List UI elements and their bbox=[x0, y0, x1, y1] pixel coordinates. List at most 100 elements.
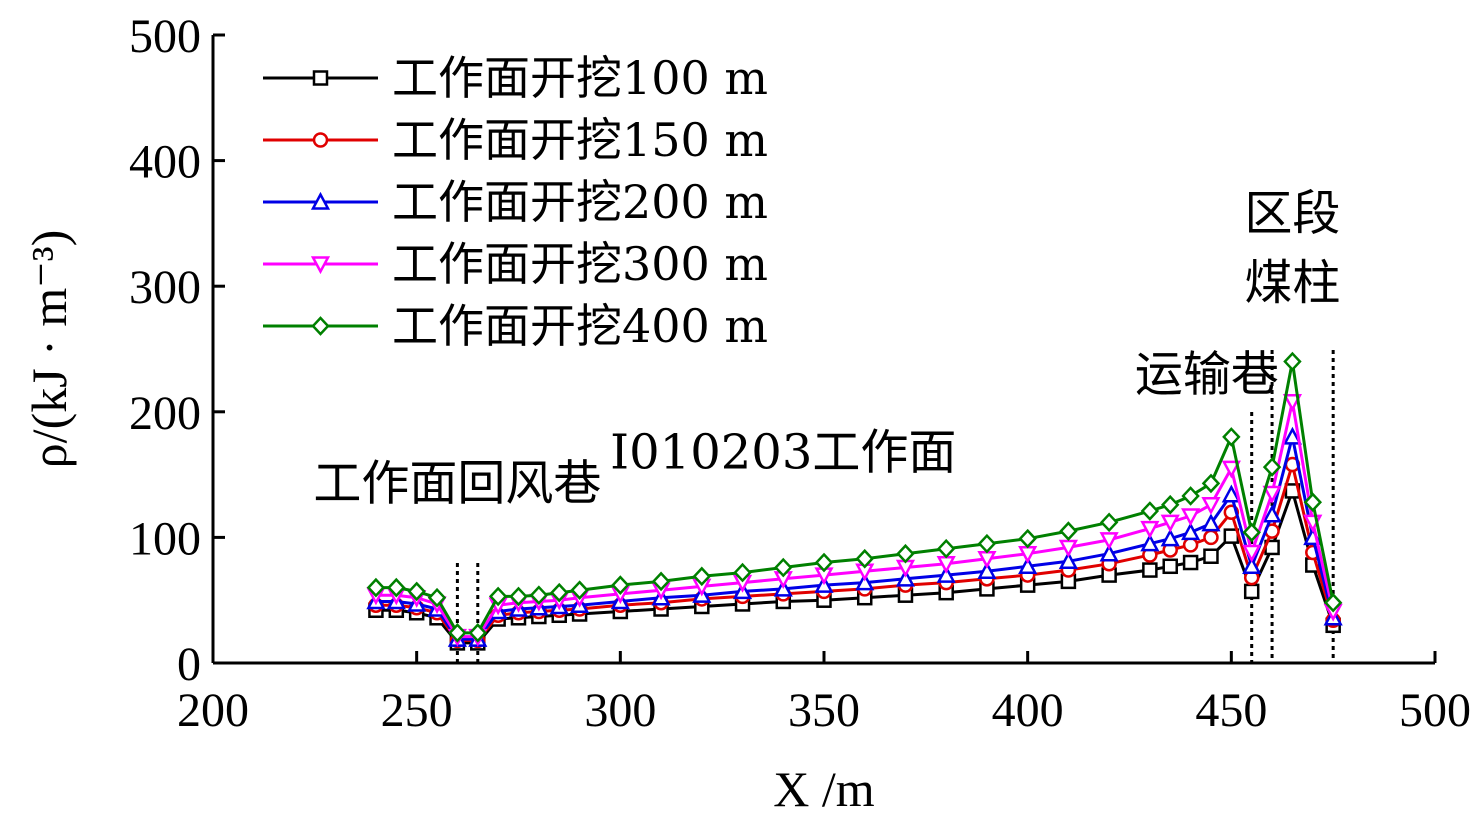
data-point bbox=[1099, 532, 1119, 551]
data-point bbox=[1099, 543, 1119, 562]
data-point bbox=[1099, 512, 1119, 533]
x-tick-label: 200 bbox=[177, 684, 249, 737]
annotation-label: I010203工作面 bbox=[610, 424, 956, 480]
data-point bbox=[977, 533, 997, 554]
legend-label: 工作面开挖200 m bbox=[392, 175, 768, 229]
data-point bbox=[936, 538, 956, 559]
x-tick-label: 300 bbox=[584, 684, 656, 737]
data-point bbox=[895, 568, 916, 587]
data-point bbox=[550, 582, 569, 603]
data-point bbox=[1162, 558, 1178, 575]
data-point bbox=[1222, 427, 1241, 447]
data-point bbox=[1243, 583, 1260, 600]
data-point bbox=[387, 577, 406, 598]
data-point bbox=[774, 557, 793, 578]
data-point bbox=[509, 586, 528, 607]
data-point bbox=[1203, 529, 1219, 546]
data-point bbox=[1203, 548, 1219, 564]
data-point bbox=[1181, 522, 1201, 541]
x-tick-label: 450 bbox=[1195, 684, 1267, 737]
data-point bbox=[1242, 556, 1262, 575]
data-point bbox=[611, 575, 630, 595]
data-point bbox=[896, 543, 915, 564]
y-tick-label: 200 bbox=[129, 387, 201, 440]
data-point bbox=[814, 552, 834, 573]
data-point bbox=[1018, 556, 1038, 575]
x-tick-label: 350 bbox=[788, 684, 860, 737]
data-point bbox=[570, 580, 589, 600]
data-point bbox=[1140, 533, 1160, 552]
data-point bbox=[1142, 562, 1158, 578]
data-point bbox=[855, 548, 874, 569]
data-point bbox=[1221, 460, 1241, 479]
legend-label: 工作面开挖400 m bbox=[392, 299, 768, 353]
legend-item: 工作面开挖300 m bbox=[263, 237, 768, 291]
x-tick-label: 500 bbox=[1399, 684, 1471, 737]
y-tick-label: 500 bbox=[129, 10, 201, 63]
data-point bbox=[1058, 551, 1078, 570]
annotation-label: 工作面回风巷 bbox=[313, 456, 601, 512]
data-point bbox=[427, 587, 447, 608]
data-point bbox=[1201, 513, 1221, 532]
annotation-label: 区段 bbox=[1244, 186, 1340, 242]
annotation-label: 煤柱 bbox=[1244, 255, 1340, 311]
legend-marker bbox=[311, 316, 330, 336]
legend-marker bbox=[312, 70, 329, 86]
data-point bbox=[1282, 394, 1303, 412]
data-point bbox=[1303, 492, 1323, 513]
legend-item: 工作面开挖100 m bbox=[263, 51, 768, 105]
data-point bbox=[1161, 494, 1180, 515]
legend-item: 工作面开挖400 m bbox=[263, 299, 768, 353]
data-point bbox=[855, 572, 875, 591]
y-axis-title: ρ/(kJ · m⁻³) bbox=[21, 230, 77, 469]
data-point bbox=[1018, 528, 1037, 549]
axis-layer: 200 250 300 350 400 450 500 0 100 200 300 400 500 X /… bbox=[21, 10, 1471, 817]
legend-item: 工作面开挖200 m bbox=[263, 175, 768, 229]
data-point bbox=[1160, 528, 1180, 547]
legend: 工作面开挖100 m 工作面开挖150 m 工作面开挖200 m 工作面开挖300 m… bbox=[263, 51, 768, 353]
data-point bbox=[1262, 457, 1282, 477]
data-point bbox=[1262, 485, 1282, 504]
data-point bbox=[692, 566, 712, 587]
data-point bbox=[407, 581, 426, 602]
data-point bbox=[488, 586, 508, 607]
y-tick-label: 400 bbox=[129, 136, 201, 189]
data-point bbox=[1059, 521, 1078, 541]
x-axis-title: X /m bbox=[773, 761, 875, 817]
y-tick-label: 100 bbox=[129, 512, 201, 565]
legend-label: 工作面开挖100 m bbox=[392, 51, 768, 105]
data-point bbox=[529, 585, 549, 606]
data-point bbox=[1182, 537, 1199, 553]
series-line bbox=[374, 400, 1335, 639]
annotation-label: 运输巷 bbox=[1135, 346, 1279, 402]
data-point bbox=[1201, 473, 1221, 494]
data-point bbox=[1242, 544, 1262, 563]
legend-marker bbox=[310, 256, 331, 275]
data-point bbox=[1242, 522, 1261, 543]
x-tick-label: 250 bbox=[381, 684, 453, 737]
data-point bbox=[1182, 554, 1199, 571]
legend-item: 工作面开挖150 m bbox=[263, 113, 768, 167]
legend-label: 工作面开挖150 m bbox=[392, 113, 768, 167]
series-5 bbox=[366, 351, 1343, 643]
data-point bbox=[1282, 426, 1303, 445]
data-point bbox=[936, 564, 956, 583]
series-layer bbox=[366, 351, 1343, 651]
data-point bbox=[1058, 539, 1078, 558]
data-point bbox=[1323, 592, 1343, 613]
legend-marker bbox=[312, 132, 329, 148]
data-point bbox=[733, 562, 752, 583]
data-point bbox=[1221, 484, 1241, 503]
series-line bbox=[374, 489, 1335, 645]
data-point bbox=[1140, 501, 1160, 521]
data-point bbox=[468, 623, 487, 643]
data-point bbox=[1181, 486, 1200, 506]
data-point bbox=[1160, 514, 1180, 533]
data-point bbox=[1140, 520, 1160, 539]
series-line bbox=[374, 435, 1335, 641]
data-point bbox=[366, 577, 386, 598]
data-point bbox=[977, 561, 997, 580]
legend-marker bbox=[310, 191, 331, 210]
